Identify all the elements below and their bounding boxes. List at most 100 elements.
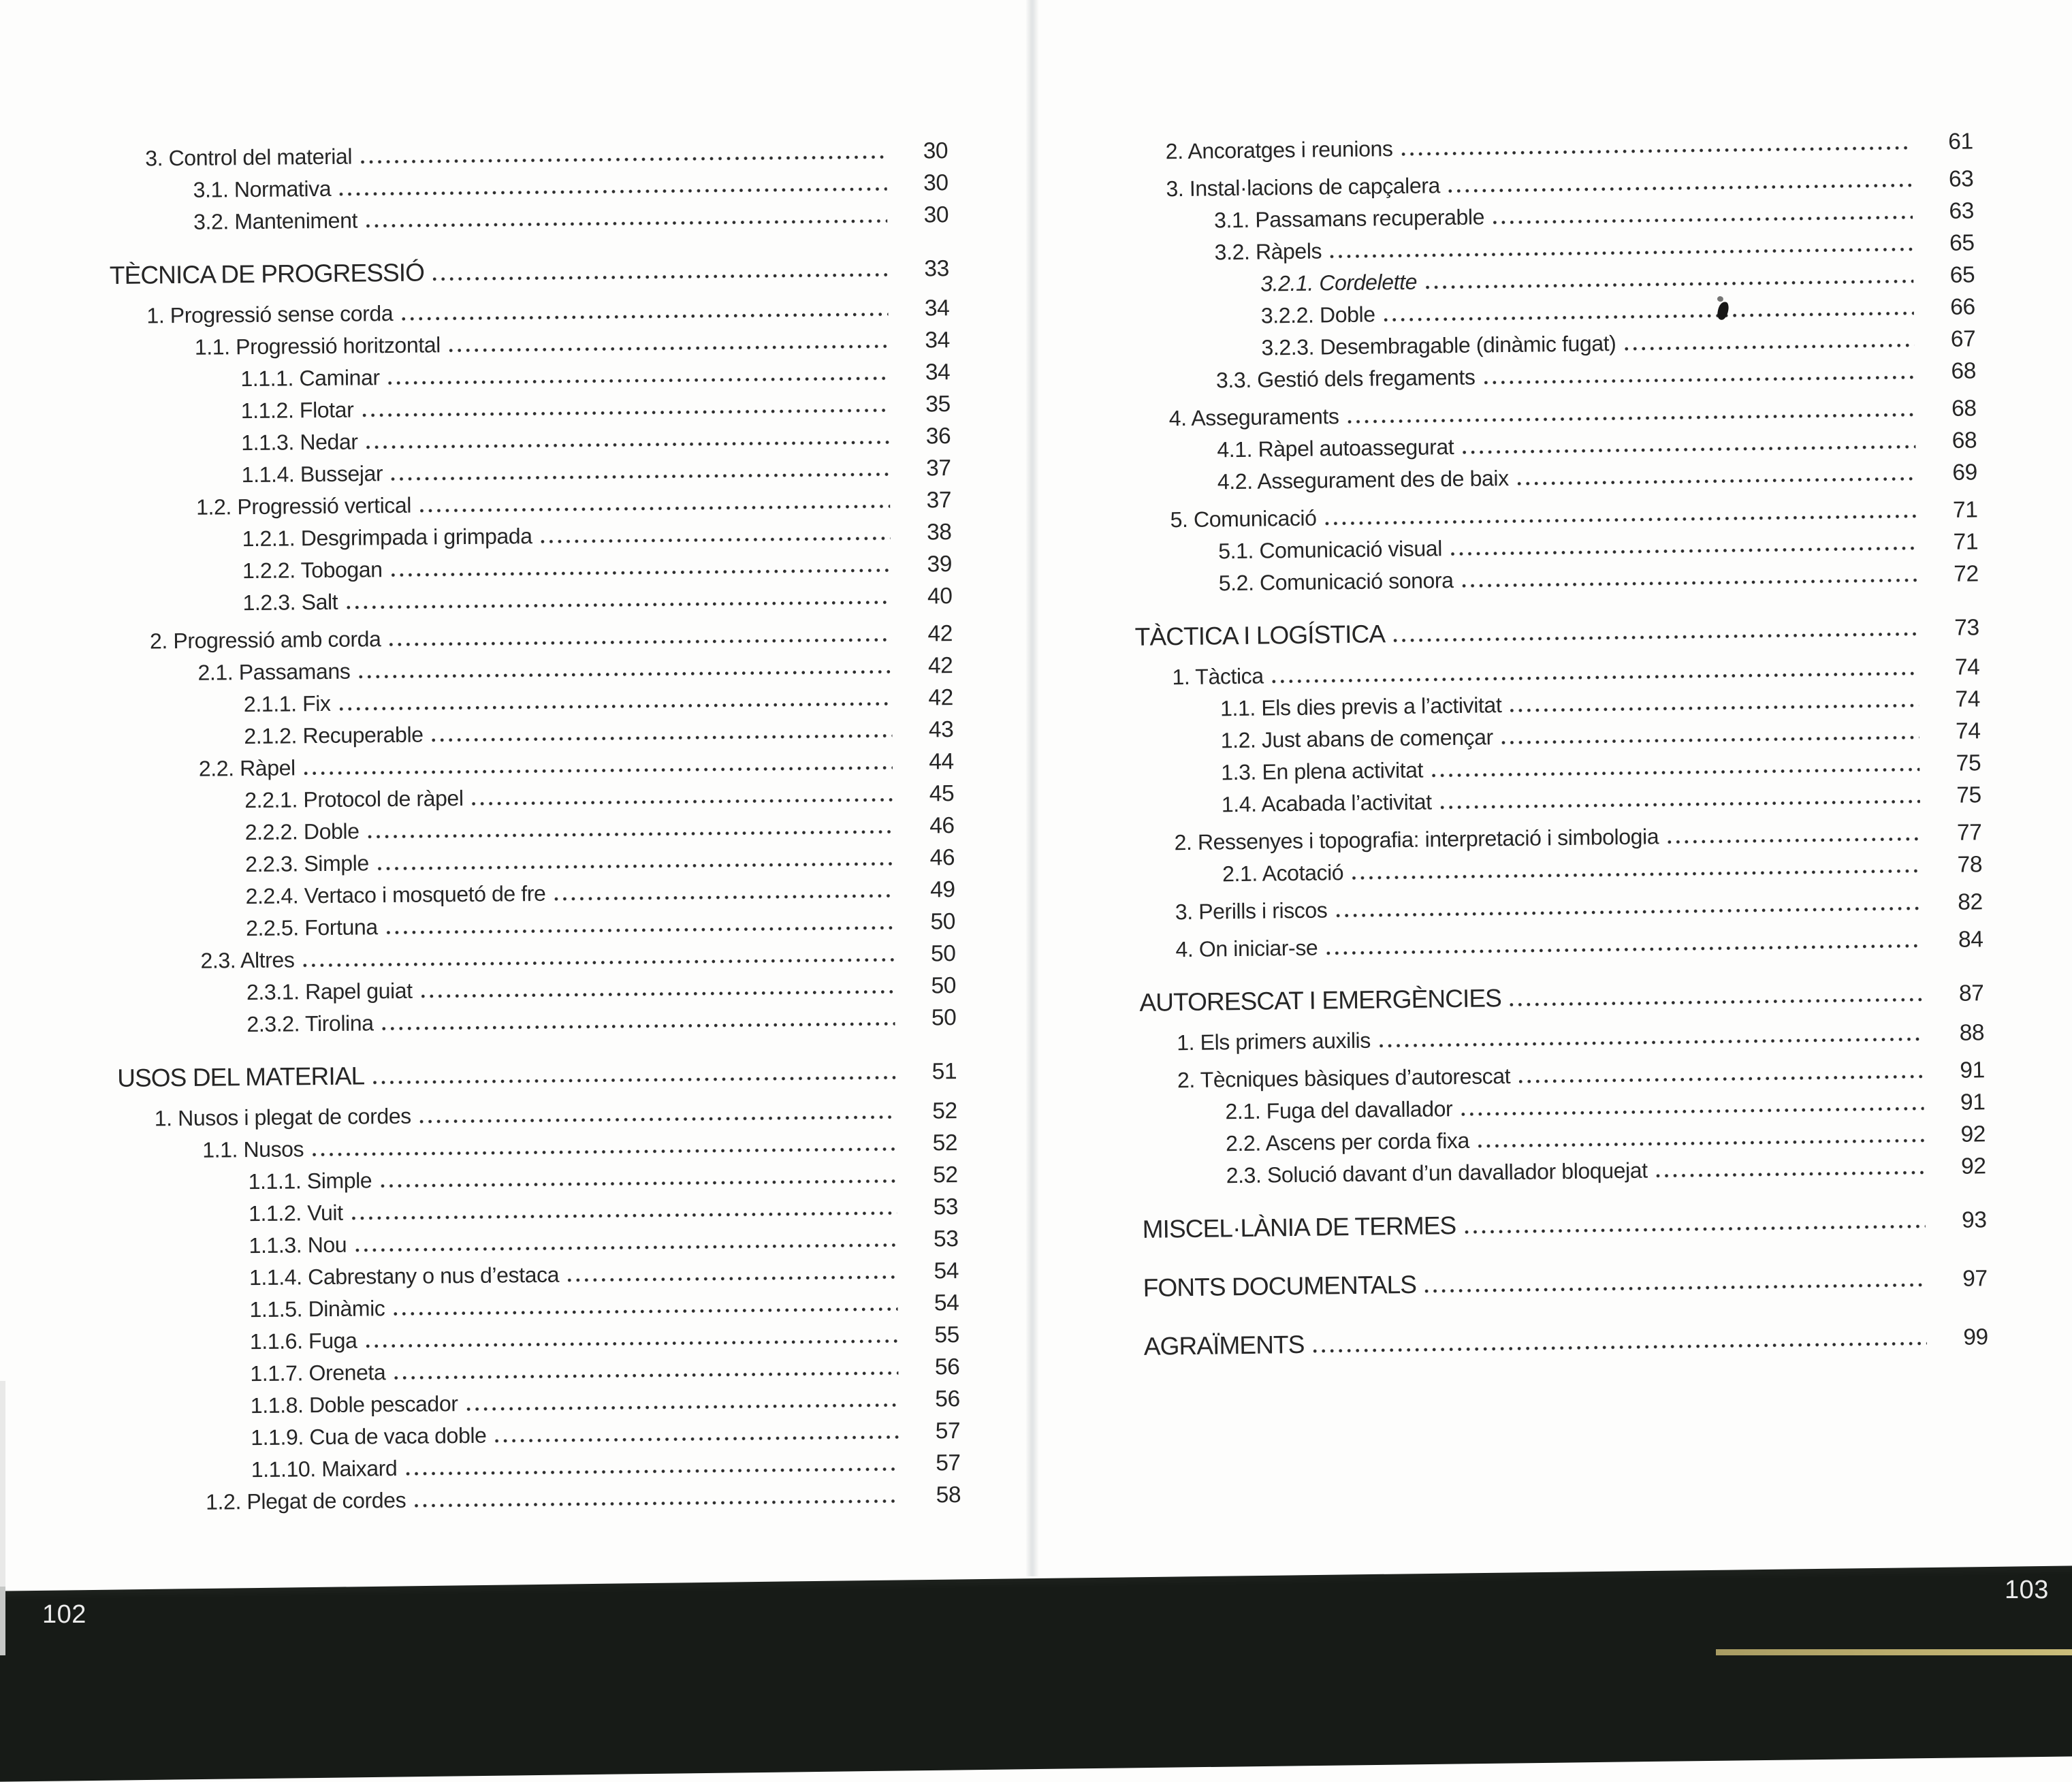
toc-entry: 2. Ancoratges i reunions 61	[1129, 125, 1973, 168]
dot-leader	[392, 1371, 899, 1380]
toc-entry-page-number: 69	[1952, 460, 1978, 486]
toc-entry-label: 1.1.9. Cua de vaca doble	[251, 1422, 487, 1450]
dot-leader	[1423, 279, 1914, 289]
dot-leader	[1653, 1171, 1925, 1178]
toc-entry-label: USOS DEL MATERIAL	[117, 1062, 365, 1092]
dot-leader	[403, 1467, 899, 1476]
toc-entry-label: 1.1.5. Dinàmic	[249, 1296, 385, 1322]
toc-entry-page-number: 30	[923, 138, 949, 164]
toc-entry-label: 4.2. Assegurament des de baix	[1217, 466, 1509, 494]
toc-entry: 4. On iniciar-se 84	[1138, 923, 1983, 966]
dot-leader	[356, 669, 892, 679]
folio-left: 102	[42, 1600, 86, 1629]
dot-leader	[374, 861, 894, 871]
toc-entry-label: 1.3. En plena activitat	[1221, 757, 1424, 785]
toc-entry-label: 2.1.2. Recuperable	[244, 722, 424, 749]
dot-leader	[1446, 183, 1913, 193]
toc-entry-label: 1.1.4. Cabrestany o nus d’estaca	[249, 1262, 560, 1290]
dot-leader	[1481, 375, 1915, 385]
scanned-book-spread: { "left_page": { "page_number": "102", "…	[0, 0, 2072, 1655]
dot-leader	[360, 409, 889, 417]
page-gutter-crease	[1025, 0, 1039, 1576]
toc-entry-page-number: 46	[929, 845, 955, 871]
dot-leader	[464, 1403, 899, 1412]
toc-entry-label: 2.2. Ascens per corda fixa	[1225, 1128, 1470, 1156]
toc-entry-label: 2.1. Fuga del davallador	[1225, 1096, 1453, 1124]
toc-entry-label: 1.1.4. Bussejar	[241, 461, 383, 488]
toc-entry-label: 2.3. Altres	[200, 947, 295, 973]
dot-leader	[469, 797, 893, 806]
toc-entry-page-number: 38	[926, 520, 952, 545]
dot-leader	[1499, 735, 1919, 745]
toc-entry-page-number: 72	[1953, 561, 1979, 587]
toc-entry-label: FONTS DOCUMENTALS	[1143, 1270, 1417, 1302]
toc-entry-label: 1.2.3. Salt	[242, 589, 338, 616]
dot-leader	[383, 925, 895, 935]
dot-leader	[370, 1075, 896, 1085]
toc-entry-label: 3.2. Ràpels	[1214, 238, 1322, 265]
toc-entry-page-number: 68	[1951, 396, 1977, 421]
toc-entry-label: 1. Nusos i plegat de cordes	[154, 1103, 411, 1131]
toc-entry-label: TÀCTICA I LOGÍSTICA	[1134, 620, 1386, 651]
toc-entry-label: 2.1. Passamans	[197, 658, 351, 685]
dot-leader	[358, 155, 887, 164]
dot-leader	[1376, 1037, 1924, 1048]
dot-leader	[1459, 1107, 1924, 1117]
toc-entry-label: 3. Control del material	[145, 144, 353, 171]
toc-entry-label: 4. On iniciar-se	[1175, 935, 1318, 962]
toc-entry-page-number: 75	[1956, 750, 1981, 776]
toc-entry-page-number: 40	[927, 584, 953, 609]
dot-leader	[300, 957, 895, 968]
toc-entry-label: 3. Perills i riscos	[1175, 897, 1328, 925]
toc-entry-page-number: 34	[925, 328, 951, 353]
toc-entry-page-number: 46	[929, 813, 955, 839]
toc-entry-label: 5. Comunicació	[1170, 505, 1317, 532]
toc-entry-page-number: 88	[1959, 1020, 1985, 1046]
dot-leader	[363, 1339, 898, 1348]
toc-entry-label: 2.3.1. Rapel guiat	[246, 978, 413, 1005]
toc-entry-page-number: 56	[935, 1386, 960, 1412]
dot-leader	[1269, 671, 1919, 684]
dot-leader	[492, 1435, 899, 1443]
dot-leader	[1324, 944, 1922, 955]
toc-entry-page-number: 30	[923, 202, 949, 228]
toc-entry-page-number: 99	[1963, 1324, 1989, 1350]
toc-entry-page-number: 71	[1953, 529, 1979, 555]
dot-leader	[378, 1179, 897, 1188]
dot-leader	[1429, 767, 1920, 778]
toc-entry-label: 1.1.7. Oreneta	[250, 1360, 386, 1386]
dot-leader	[1491, 215, 1913, 225]
dot-leader	[1322, 514, 1917, 526]
toc-entry-page-number: 37	[926, 456, 951, 481]
toc-entry-label: 1.2.1. Desgrimpada i grimpada	[242, 524, 532, 552]
toc-entry-label: 1.1.1. Caminar	[240, 365, 380, 392]
toc-entry-label: 3.2.3. Desembragable (dinàmic fugat)	[1261, 331, 1616, 360]
toc-entry-label: 2. Progressió amb corda	[149, 626, 381, 654]
dot-leader	[446, 345, 889, 353]
toc-entry-label: 1.1.6. Fuga	[249, 1328, 357, 1354]
dot-leader	[538, 536, 891, 543]
dot-leader	[1516, 1075, 1924, 1083]
dot-leader	[385, 377, 889, 385]
toc-entry-label: 2.1.1. Fix	[243, 690, 331, 717]
dot-leader	[364, 219, 888, 228]
toc-entry-page-number: 74	[1955, 686, 1981, 712]
dot-leader	[1333, 906, 1922, 918]
dot-leader	[1508, 998, 1923, 1007]
dot-leader	[388, 568, 891, 577]
dot-leader	[389, 472, 890, 481]
dot-leader	[1514, 477, 1916, 486]
toc-entry-page-number: 57	[936, 1450, 961, 1476]
toc-section-heading: AGRAÏMENTS 99	[1144, 1320, 1989, 1364]
toc-entry-page-number: 71	[1952, 497, 1978, 523]
toc-entry-page-number: 39	[927, 552, 953, 577]
toc-entry-page-number: 42	[928, 685, 954, 711]
toc-entry-label: 1.2. Just abans de començar	[1220, 725, 1493, 753]
folio-right: 103	[2005, 1576, 2049, 1604]
toc-entry-label: 1. Progressió sense corda	[146, 300, 394, 328]
toc-entry-page-number: 34	[925, 360, 951, 385]
dot-leader	[387, 637, 892, 647]
toc-entry-page-number: 73	[1954, 615, 1979, 641]
dot-leader	[301, 765, 893, 776]
dot-leader	[1459, 578, 1917, 588]
